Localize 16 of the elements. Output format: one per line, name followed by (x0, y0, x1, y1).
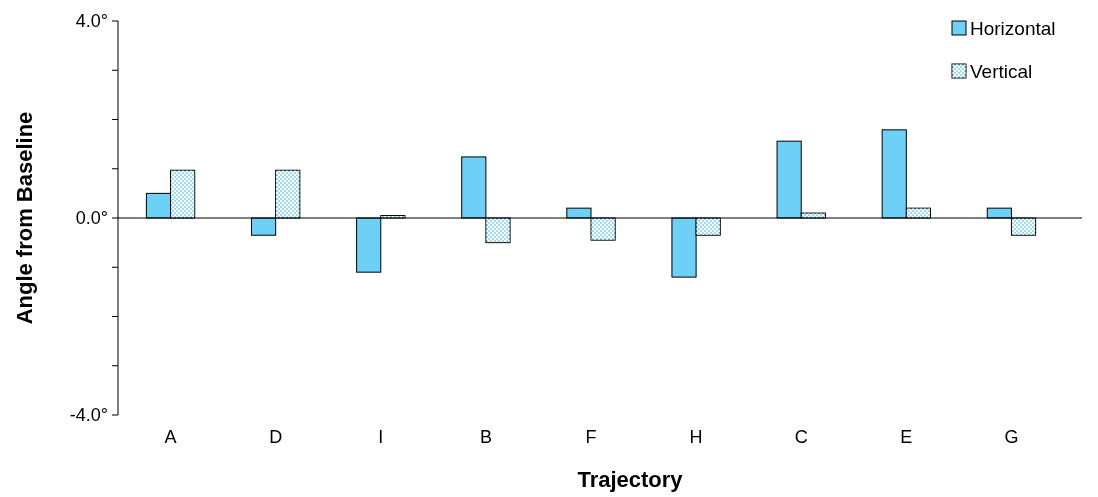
x-tick-label: B (479, 427, 492, 447)
x-tick-label: G (1004, 427, 1019, 447)
x-tick-label: F (585, 427, 597, 447)
x-tick-label: I (378, 427, 384, 447)
y-axis-title: Angle from Baseline (12, 111, 37, 325)
x-tick-label: A (164, 427, 177, 447)
x-tick-label: H (689, 427, 703, 447)
x-axis-title: Trajectory (577, 467, 684, 492)
y-tick-label: 4.0° (75, 11, 108, 32)
x-tick-label: D (269, 427, 283, 447)
x-tick-label: C (794, 427, 808, 447)
legend-label: Horizontal (970, 17, 1056, 39)
x-tick-label: E (900, 427, 913, 447)
y-tick-label: 0.0° (75, 208, 108, 229)
y-tick-label: -4.0° (69, 405, 108, 426)
legend-label: Vertical (970, 60, 1033, 82)
